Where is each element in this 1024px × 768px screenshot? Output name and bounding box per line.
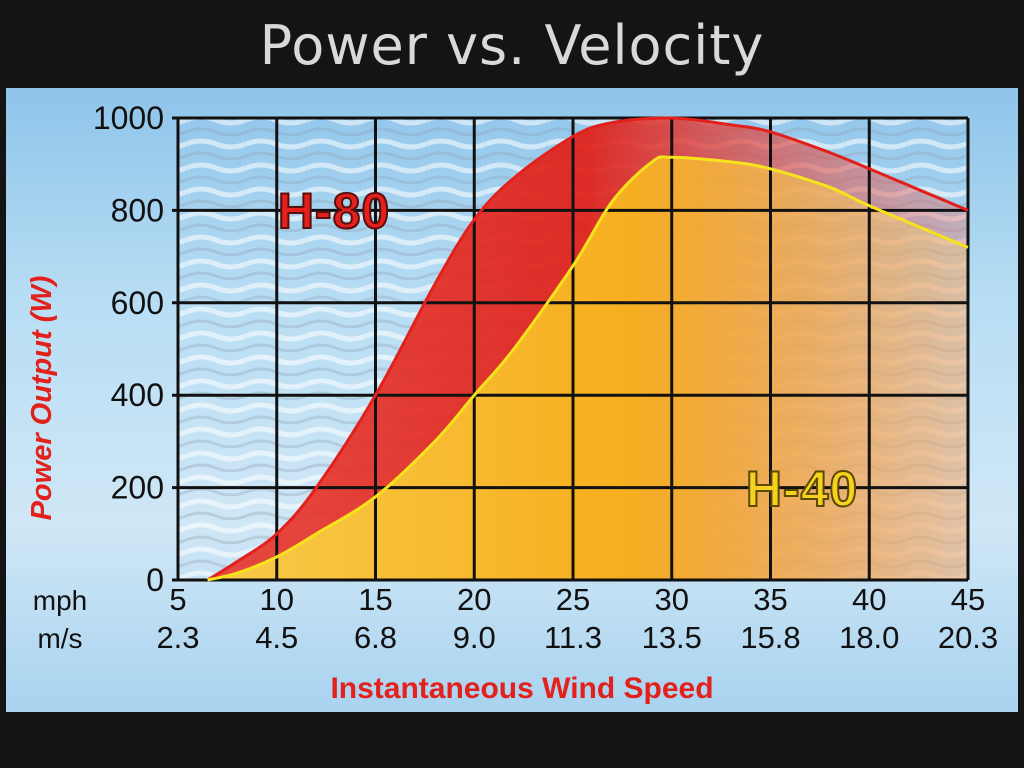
chart-panel: 0 200 400 600 800 1000 5 2.3 10 4.5 15 6.8 20 9.0 25 1… [6, 88, 1018, 712]
x-tick-label-ms: 13.5 [642, 620, 702, 655]
series-label-h80: H-80 [278, 183, 390, 239]
x-tick-label-ms: 20.3 [938, 620, 998, 655]
y-tick-label: 200 [111, 470, 164, 506]
x-tick-label-ms: 9.0 [453, 620, 496, 655]
x-row-label-mph: mph [33, 585, 87, 616]
x-tick-label-ms: 18.0 [839, 620, 899, 655]
x-tick-label-mph: 40 [852, 582, 886, 617]
x-tick-label-ms: 15.8 [740, 620, 800, 655]
y-tick-label: 800 [111, 192, 164, 228]
x-tick-label-mph: 45 [951, 582, 985, 617]
x-tick-label-ms: 6.8 [354, 620, 397, 655]
y-axis-label: Power Output (W) [26, 276, 58, 521]
x-tick-label-mph: 30 [655, 582, 689, 617]
slide-title: Power vs. Velocity [259, 14, 765, 77]
y-tick-label: 1000 [93, 100, 164, 136]
x-tick-label-mph: 25 [556, 582, 590, 617]
x-tick-label-ms: 4.5 [255, 620, 298, 655]
series-line-h40 [207, 155, 969, 582]
x-row-label-ms: m/s [37, 623, 82, 654]
x-tick-label-ms: 2.3 [156, 620, 199, 655]
x-tick-label-ms: 11.3 [544, 620, 602, 655]
series-label-h40: H-40 [746, 461, 858, 517]
y-tick-label: 600 [111, 285, 164, 321]
x-tick-label-mph: 20 [457, 582, 491, 617]
x-axis-label: Instantaneous Wind Speed [330, 672, 713, 705]
x-tick-label-mph: 5 [169, 582, 186, 617]
x-tick-label-mph: 15 [358, 582, 392, 617]
series-area-h40 [207, 156, 969, 580]
y-tick-label: 0 [146, 562, 164, 598]
x-tick-label-mph: 35 [753, 582, 787, 617]
y-tick-label: 400 [111, 377, 164, 413]
series-line-h80 [206, 116, 969, 582]
x-tick-label-mph: 10 [260, 582, 294, 617]
